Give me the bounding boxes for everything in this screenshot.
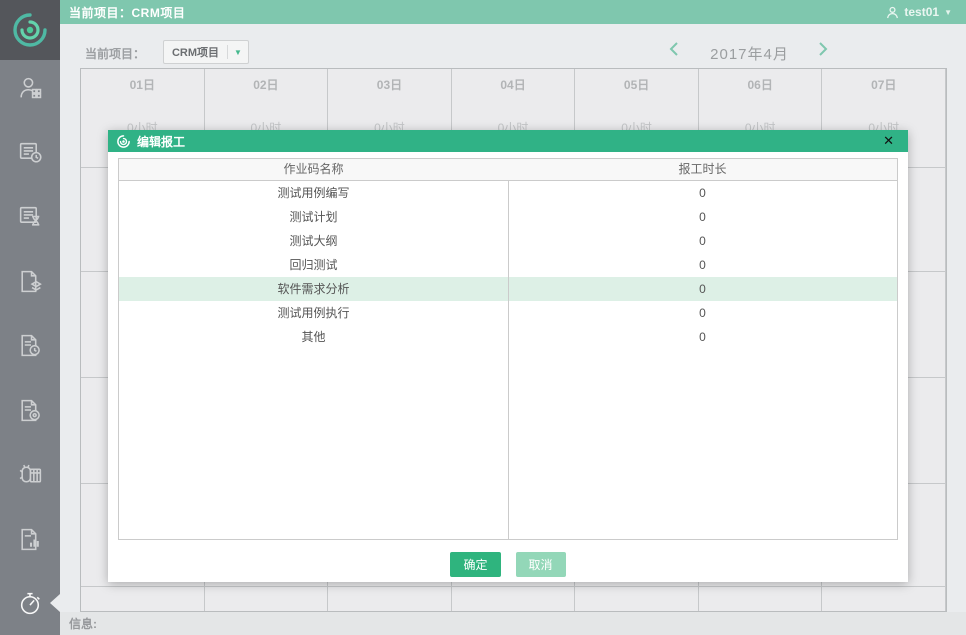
dialog-actions: 确定 取消 (108, 552, 908, 577)
hours-cell: 0 (699, 210, 706, 224)
dialog-title: 编辑报工 (137, 134, 186, 149)
next-month-button[interactable] (818, 41, 836, 61)
table-row[interactable]: 测试大纲 0 (119, 229, 897, 253)
job-name-cell: 测试大纲 (289, 234, 338, 248)
table-column-divider (508, 159, 509, 539)
user-grid-icon (17, 75, 44, 102)
sidebar-item-bug-calendar[interactable] (15, 459, 45, 489)
confirm-button[interactable]: 确定 (450, 552, 501, 577)
table-row[interactable]: 回归测试 0 (119, 253, 897, 277)
active-item-arrow (50, 594, 60, 612)
sidebar (0, 0, 60, 635)
work-report-table: 作业码名称 报工时长 测试用例编写 0 测试计划 0 测试大纲 0 回归测试 0… (118, 158, 898, 540)
job-name-cell: 软件需求分析 (277, 282, 350, 296)
dropdown-divider (227, 45, 228, 59)
chevron-down-icon: ▼ (234, 47, 242, 57)
sidebar-item-users[interactable] (15, 73, 45, 103)
stopwatch-icon (17, 590, 44, 617)
doc-gear-icon (17, 397, 44, 424)
topbar: 当前项目：CRM项目 test01 ▼ (60, 0, 966, 24)
current-project-label: 当前项目： (85, 47, 146, 61)
day-header: 01日 (129, 78, 155, 92)
swirl-logo-icon (116, 134, 131, 149)
table-row[interactable]: 其他 0 (119, 325, 897, 349)
app-logo (0, 0, 60, 60)
project-dropdown[interactable]: CRM项目 ▼ (163, 40, 249, 64)
doc-layers-icon (17, 268, 44, 295)
job-name-cell: 测试计划 (289, 210, 338, 224)
table-row[interactable]: 测试计划 0 (119, 205, 897, 229)
day-header: 02日 (253, 78, 279, 92)
column-header-hours: 报工时长 (678, 162, 727, 176)
info-label: 信息: (69, 617, 97, 631)
dialog-header: 编辑报工 ✕ (108, 130, 908, 152)
calendar-grid-line (81, 586, 946, 587)
column-header-job-name: 作业码名称 (283, 162, 344, 176)
sidebar-item-doc-layers[interactable] (15, 266, 45, 296)
table-header-row: 作业码名称 报工时长 (119, 159, 897, 181)
doc-chart-icon (17, 526, 44, 553)
bug-calendar-icon (17, 461, 44, 488)
day-header: 03日 (376, 78, 403, 92)
topbar-project-title: 当前项目：CRM项目 (69, 5, 186, 20)
day-header: 04日 (500, 78, 526, 92)
month-label: 2017年4月 (710, 46, 789, 63)
job-name-cell: 回归测试 (289, 258, 338, 272)
project-dropdown-value: CRM项目 (171, 47, 220, 59)
list-hourglass-icon (17, 203, 44, 230)
job-name-cell: 测试用例编写 (277, 186, 350, 200)
hours-cell: 0 (699, 330, 706, 344)
edit-report-dialog: 编辑报工 ✕ 作业码名称 报工时长 测试用例编写 0 测试计划 0 测试大纲 0… (108, 130, 908, 582)
hours-cell: 0 (699, 186, 706, 200)
doc-clock-icon (17, 332, 44, 359)
table-row[interactable]: 测试用例执行 0 (119, 301, 897, 325)
prev-month-button[interactable] (668, 41, 686, 61)
day-header: 05日 (623, 78, 650, 92)
user-caret-icon: ▼ (944, 7, 952, 17)
job-name-cell: 测试用例执行 (277, 306, 350, 320)
sidebar-item-doc-clock[interactable] (15, 330, 45, 360)
job-name-cell: 其他 (301, 330, 326, 344)
list-clock-icon (17, 139, 44, 166)
sidebar-item-task-list[interactable] (15, 137, 45, 167)
close-icon[interactable]: ✕ (883, 133, 894, 148)
day-header: 06日 (747, 78, 773, 92)
hours-cell: 0 (699, 282, 706, 296)
hours-cell: 0 (699, 258, 706, 272)
day-header: 07日 (871, 78, 897, 92)
sidebar-item-doc-gear[interactable] (15, 395, 45, 425)
person-icon (886, 6, 899, 19)
swirl-logo-icon (10, 10, 50, 50)
hours-cell: 0 (699, 306, 706, 320)
cancel-button[interactable]: 取消 (515, 552, 566, 577)
username-label: test01 (904, 5, 940, 19)
sidebar-item-doc-chart[interactable] (15, 524, 45, 554)
sidebar-item-pending-list[interactable] (15, 201, 45, 231)
table-row[interactable]: 测试用例编写 0 (119, 181, 897, 205)
status-bar: 信息: (60, 612, 966, 635)
sidebar-item-timesheet[interactable] (15, 588, 45, 618)
user-menu[interactable]: test01 ▼ (886, 5, 952, 19)
hours-cell: 0 (699, 234, 706, 248)
